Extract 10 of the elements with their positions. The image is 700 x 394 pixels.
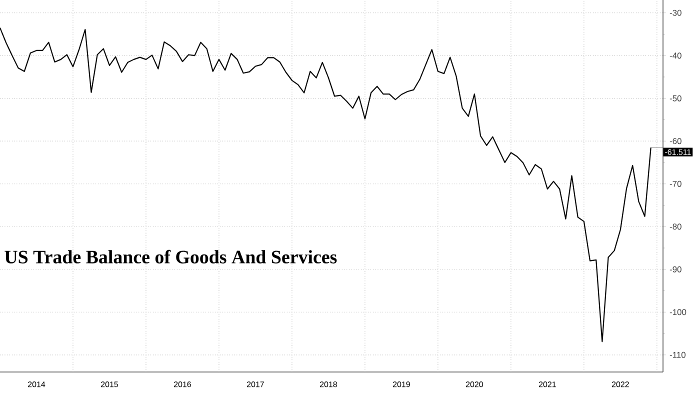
y-tick-label: -70 — [670, 180, 682, 187]
y-tick-label: -30 — [670, 10, 682, 16]
y-tick-label: -110 — [670, 352, 686, 358]
y-tick-label: -50 — [670, 95, 682, 102]
y-tick-label: -100 — [670, 309, 686, 316]
y-tick-label: -90 — [670, 266, 682, 272]
text: US Trade Balance of Goods And Services — [4, 250, 337, 264]
y-tick-label: -60 — [670, 138, 682, 144]
y-tick-label: -80 — [670, 224, 682, 230]
y-tick-label: -40 — [670, 52, 682, 59]
